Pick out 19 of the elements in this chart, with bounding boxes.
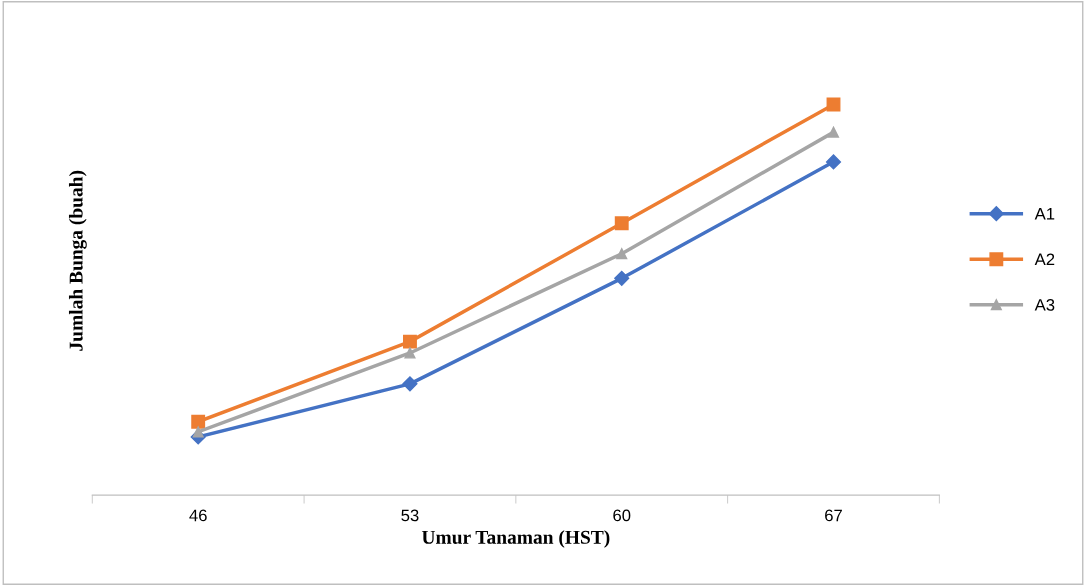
point [616, 248, 628, 260]
point [403, 334, 417, 349]
legend-label: A1 [1034, 208, 1055, 220]
x-tick-label: 53 [401, 509, 419, 522]
point [191, 414, 206, 429]
y-axis-title: Jumlah Bunga (buah) [68, 170, 87, 351]
point [192, 426, 204, 438]
x-tick-label: 60 [613, 509, 631, 522]
point [827, 126, 840, 138]
x-axis-title: Umur Tanaman (HST) [421, 530, 610, 548]
point [614, 270, 630, 286]
legend-label: A3 [1034, 298, 1055, 311]
point [825, 154, 842, 170]
point [402, 376, 418, 392]
x-tick-label: 46 [189, 509, 207, 522]
x-tick-label: 67 [825, 509, 842, 522]
point [404, 347, 416, 359]
point [614, 216, 629, 231]
legend-label: A2 [1034, 253, 1055, 266]
